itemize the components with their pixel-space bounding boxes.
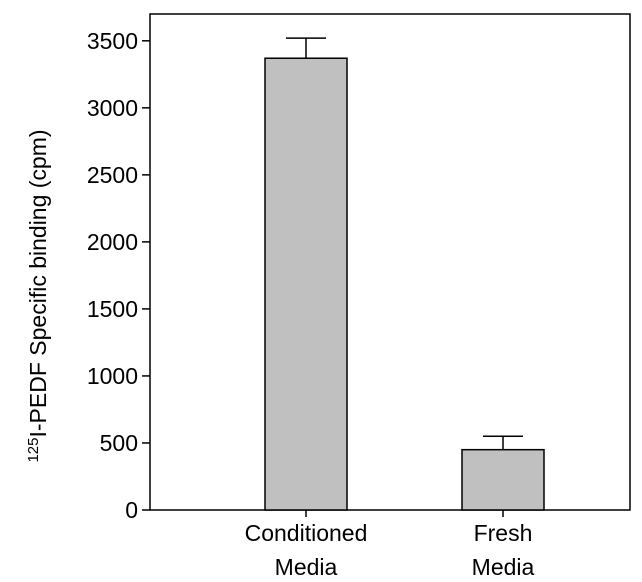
y-tick-label: 500 [100, 430, 138, 456]
y-axis-label: 125I-PEDF Specific binding (cpm) [25, 129, 51, 462]
y-tick-label: 3000 [87, 95, 138, 121]
y-tick-label: 1500 [87, 296, 138, 322]
x-category-label: Conditioned [245, 520, 368, 546]
x-category-label: Media [275, 554, 338, 580]
bar [461, 448, 545, 511]
y-tick-label: 3500 [87, 28, 138, 54]
y-tick-label: 0 [125, 497, 138, 523]
y-tick-label: 2000 [87, 229, 138, 255]
bar [264, 57, 348, 511]
y-axis-label-main: I-PEDF Specific binding (cpm) [25, 129, 51, 437]
y-tick-label: 2500 [87, 162, 138, 188]
plot-frame [149, 13, 631, 511]
x-category-label: Fresh [474, 520, 533, 546]
y-tick-label: 1000 [87, 363, 138, 389]
x-category-label: Media [472, 554, 535, 580]
y-axis-label-superscript: 125 [25, 438, 42, 463]
